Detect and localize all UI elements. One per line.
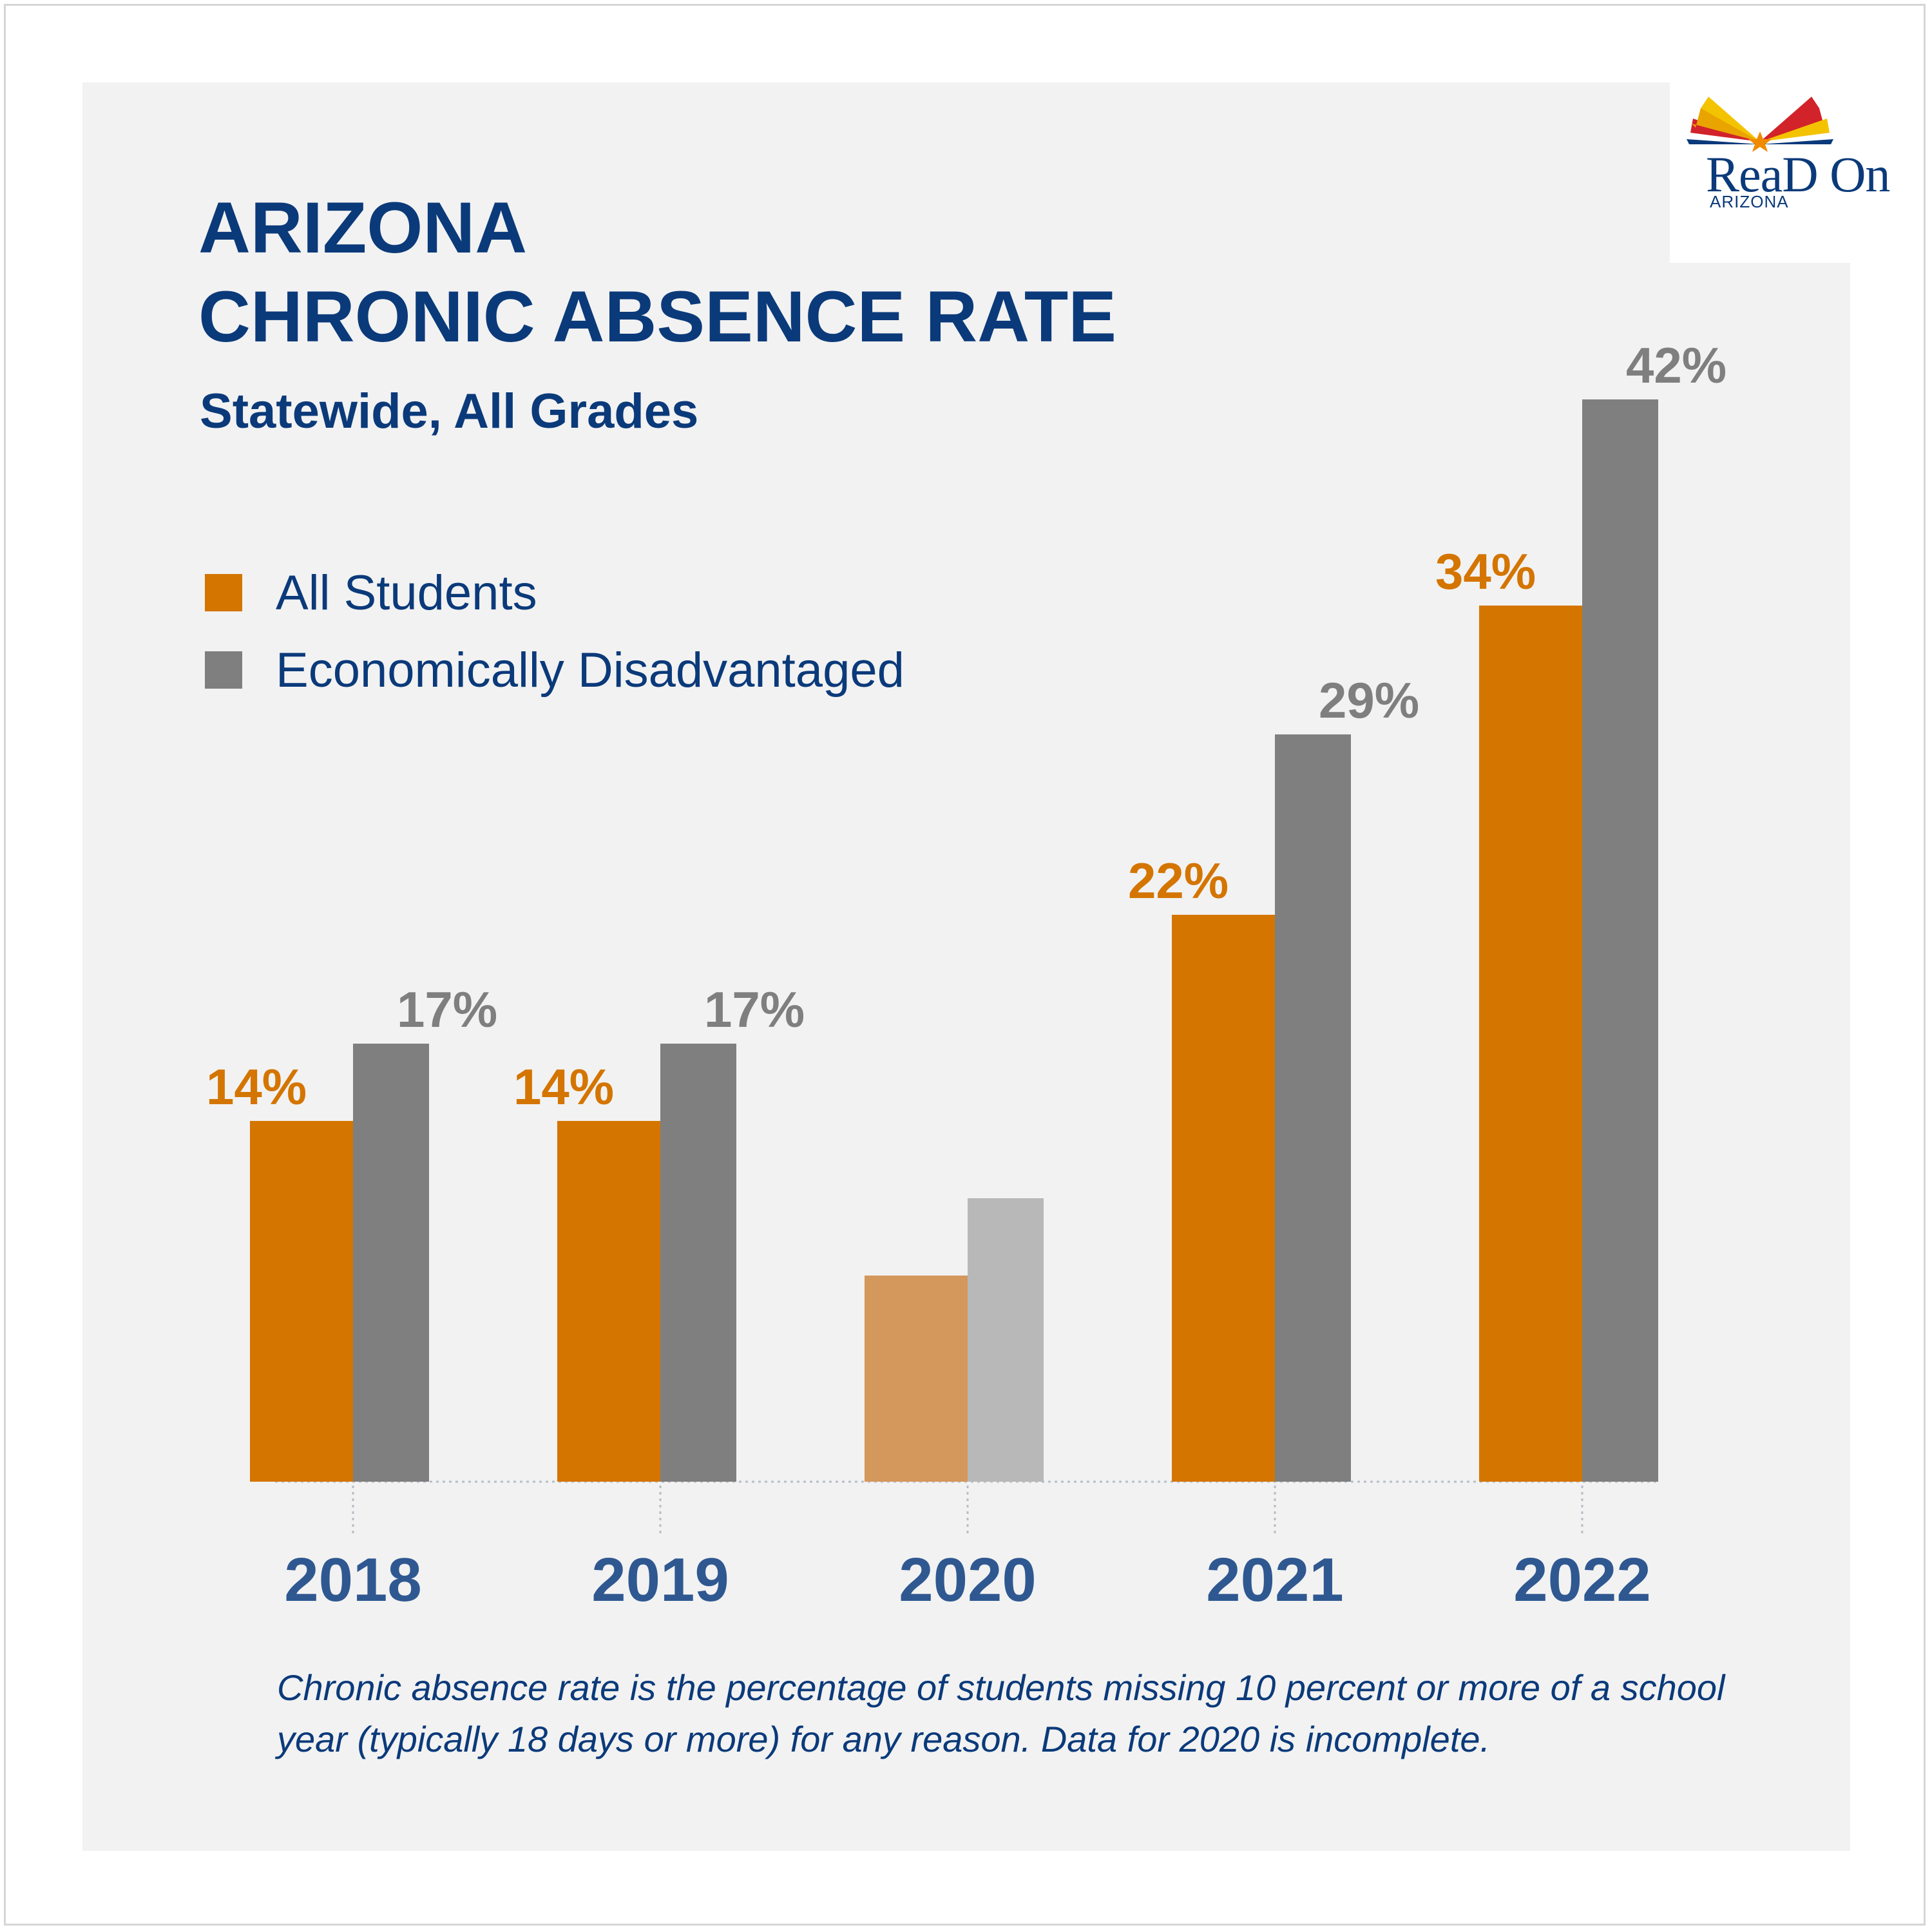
logo-book-icon — [1687, 97, 1833, 152]
data-label-all-students-2018: 14% — [206, 1058, 307, 1115]
legend: All Students Economically Disadvantaged — [205, 554, 904, 709]
x-tick-label-2019: 2019 — [591, 1545, 729, 1614]
logo-wordmark: ReaD On — [1706, 146, 1890, 202]
legend-label-all-students: All Students — [276, 565, 537, 620]
title-line-2: CHRONIC ABSENCE RATE — [198, 276, 1116, 357]
data-label-all-students-2022: 34% — [1435, 543, 1536, 600]
bar-econ-disadvantaged-2019 — [660, 1044, 736, 1482]
bar-econ-disadvantaged-2022 — [1582, 399, 1658, 1482]
logo-subtext: ARIZONA — [1710, 192, 1789, 211]
data-label-all-students-2021: 22% — [1128, 852, 1229, 909]
data-label-econ-disadvantaged-2022: 42% — [1626, 337, 1726, 394]
bar-all-students-2020 — [865, 1276, 968, 1482]
data-label-econ-disadvantaged-2019: 17% — [704, 981, 805, 1038]
data-label-econ-disadvantaged-2018: 17% — [397, 981, 497, 1038]
data-label-all-students-2019: 14% — [513, 1058, 614, 1115]
x-tick-label-2021: 2021 — [1206, 1545, 1344, 1614]
legend-swatch-econ-disadvantaged — [205, 651, 242, 689]
bar-all-students-2018 — [250, 1121, 353, 1482]
legend-swatch-all-students — [205, 574, 242, 611]
x-tick-label-2022: 2022 — [1513, 1545, 1651, 1614]
outer-border — [4, 4, 1926, 1926]
bar-all-students-2022 — [1479, 606, 1582, 1482]
footnote: Chronic absence rate is the percentage o… — [277, 1667, 1725, 1759]
chart-subtitle: Statewide, All Grades — [200, 384, 699, 439]
legend-item-all-students: All Students — [205, 554, 904, 631]
bar-all-students-2021 — [1172, 915, 1275, 1482]
chart-title: ARIZONA CHRONIC ABSENCE RATE — [198, 184, 1116, 361]
bar-econ-disadvantaged-2021 — [1275, 734, 1351, 1482]
bar-econ-disadvantaged-2018 — [353, 1044, 429, 1482]
bar-all-students-2019 — [557, 1121, 660, 1482]
legend-item-econ-disadvantaged: Economically Disadvantaged — [205, 631, 904, 709]
data-label-econ-disadvantaged-2021: 29% — [1319, 672, 1419, 729]
x-tick-label-2020: 2020 — [899, 1545, 1037, 1614]
bar-econ-disadvantaged-2020 — [968, 1198, 1044, 1482]
title-line-1: ARIZONA — [198, 187, 528, 268]
x-tick-label-2018: 2018 — [284, 1545, 422, 1614]
legend-label-econ-disadvantaged: Economically Disadvantaged — [276, 642, 904, 698]
read-on-arizona-logo: ReaD On ARIZONA — [1670, 82, 1890, 263]
